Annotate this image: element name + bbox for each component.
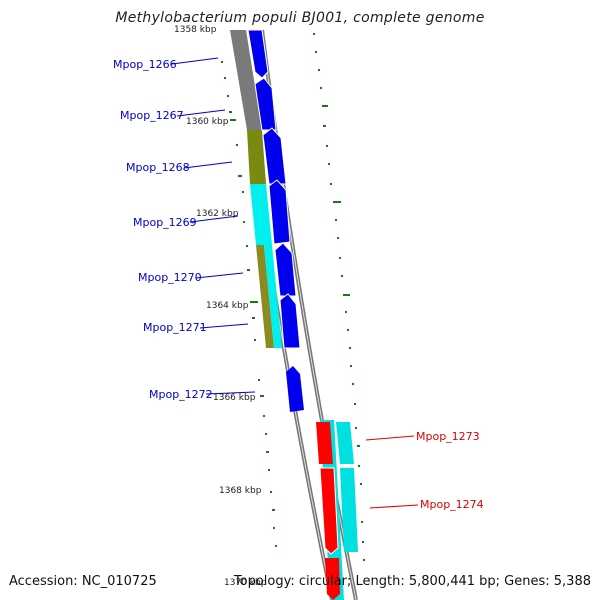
tick-1366: 1366 kbp <box>213 393 256 403</box>
cds-mpop-1273 <box>316 422 333 464</box>
cds-mpop-1268 <box>262 127 287 185</box>
cog-segment-cyan-2 <box>264 245 282 348</box>
cog-segment-olive-2 <box>256 245 274 348</box>
gene-label-mpop-1272: Mpop_1272 <box>149 388 213 401</box>
forward-gene-text: Mpop_1266 Mpop_1267 Mpop_1268 Mpop_1269 … <box>113 58 213 401</box>
gene-label-mpop-1266: Mpop_1266 <box>113 58 177 71</box>
tick-1360: 1360 kbp <box>186 117 229 127</box>
tick-1362: 1362 kbp <box>196 209 239 219</box>
gene-label-mpop-1268: Mpop_1268 <box>126 161 190 174</box>
gene-label-mpop-1270: Mpop_1270 <box>138 271 202 284</box>
cds-mpop-1269 <box>268 179 291 245</box>
reverse-gene-labels <box>365 435 419 509</box>
tick-1358: 1358 kbp <box>174 25 217 35</box>
tick-1368: 1368 kbp <box>219 486 262 496</box>
cds-cyan-1273 <box>336 422 354 464</box>
cds-mpop-1274 <box>319 467 339 555</box>
cds-mpop-1275-partial <box>325 558 340 600</box>
cog-segment-olive <box>247 130 266 184</box>
cds-mpop-1271 <box>279 293 301 349</box>
reverse-cds-track <box>316 422 358 600</box>
tick-1364: 1364 kbp <box>206 301 249 311</box>
topology-label: Topology: circular; Length: 5,800,441 bp… <box>233 574 591 589</box>
gene-label-mpop-1267: Mpop_1267 <box>120 109 184 122</box>
map-title: Methylobacterium populi BJ001, complete … <box>115 10 485 26</box>
gc-track <box>221 33 365 561</box>
cog-segment-cyan <box>250 184 272 245</box>
cog-segment-gray <box>230 30 262 130</box>
cds-mpop-1270 <box>274 242 297 297</box>
position-ticks: 1358 kbp 1360 kbp 1362 kbp 1364 kbp 1366… <box>174 25 267 588</box>
forward-cds-track <box>247 29 304 412</box>
tick-1370: 1370 kbp <box>224 578 267 588</box>
accession-label: Accession: NC_010725 <box>9 574 157 589</box>
gene-label-mpop-1271: Mpop_1271 <box>143 321 207 334</box>
cds-mpop-1266 <box>247 29 269 79</box>
reverse-gene-text: Mpop_1273 Mpop_1274 <box>416 430 484 511</box>
cds-mpop-1272 <box>286 366 304 412</box>
gene-label-mpop-1269: Mpop_1269 <box>133 216 197 229</box>
gene-label-mpop-1273: Mpop_1273 <box>416 430 480 443</box>
forward-gene-labels <box>171 57 256 395</box>
gene-label-mpop-1274: Mpop_1274 <box>420 498 484 511</box>
cds-cyan-1274 <box>340 468 358 552</box>
cds-mpop-1267 <box>254 77 277 131</box>
